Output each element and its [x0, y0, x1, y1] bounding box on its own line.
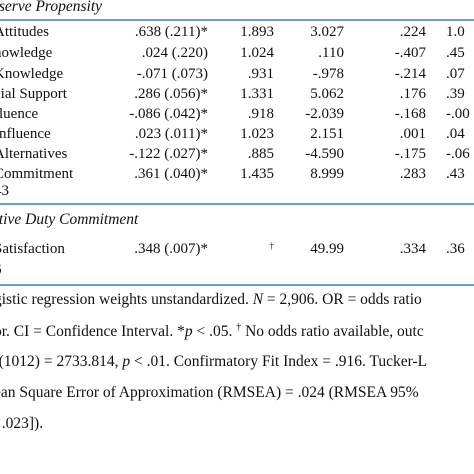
dagger-mark: †	[269, 241, 275, 251]
section-title-active-duty-commitment: ctive Duty Commitment	[0, 211, 139, 228]
row-odds-ratio: .885	[247, 146, 274, 162]
row-value-3: 2.151	[310, 126, 344, 142]
row-label: cial Support	[0, 86, 67, 102]
row-label: nowledge	[0, 45, 53, 61]
row-value-4: .334	[399, 241, 426, 257]
table-row: nowledge .024 (.220) 1.024 .110 -.407 .4…	[0, 45, 474, 65]
note-text: ²(1012) = 2733.814,	[0, 353, 123, 370]
row-b-se: .361 (.040)*	[134, 166, 208, 182]
row-b-se: .024 (.220)	[141, 45, 208, 61]
row-b-se: -.122 (.027)*	[129, 146, 208, 162]
row-label: Commitment	[0, 166, 74, 182]
note-text: gistic regression weights unstandardized…	[0, 291, 253, 308]
row-odds-ratio: .918	[247, 106, 274, 122]
table-row: cial Support .286 (.056)* 1.331 5.062 .1…	[0, 86, 474, 106]
row-odds-ratio: 1.331	[240, 86, 274, 102]
row-value-3: 49.99	[310, 241, 344, 257]
row-value-3: 8.999	[310, 166, 344, 182]
row-value-5: .39	[446, 86, 465, 102]
note-italic-p: p	[184, 323, 193, 341]
row-value-5: .43	[446, 166, 465, 182]
row-value-3: 3.027	[310, 24, 344, 40]
row-odds-ratio: 1.024	[240, 45, 274, 61]
table-row: Knowledge -.071 (.073) .931 -.978 -.214 …	[0, 66, 474, 86]
row-value-5: .36	[446, 241, 465, 257]
row-value-5: .45	[446, 45, 465, 61]
row-value-3: -4.590	[305, 146, 344, 162]
table-note-line-5: , .023]).	[0, 415, 44, 432]
row-odds-ratio: †	[222, 241, 275, 260]
row-value-4: .224	[399, 24, 426, 40]
row-odds-ratio: 1.893	[240, 24, 274, 40]
table-rule-bottom	[0, 284, 474, 286]
row-value-5: 1.0	[446, 24, 465, 40]
note-italic-p: p	[122, 353, 131, 370]
table-row: Commitment .361 (.040)* 1.435 8.999 .283…	[0, 166, 474, 186]
table-row: Attitudes .638 (.211)* 1.893 3.027 .224 …	[0, 24, 474, 44]
section2-n-line: 6	[0, 262, 2, 279]
table-row: Influence .023 (.011)* 1.023 2.151 .001 …	[0, 126, 474, 146]
row-odds-ratio: .931	[247, 66, 274, 82]
row-b-se: .023 (.011)*	[134, 126, 208, 142]
row-b-se: .348 (.007)*	[134, 241, 208, 257]
note-text: < .05.	[192, 323, 237, 341]
row-value-4: .176	[399, 86, 426, 102]
row-value-5: .04	[446, 126, 465, 142]
note-text: = 2,906. OR = odds ratio	[263, 291, 422, 308]
table-rule-top	[0, 19, 474, 21]
row-value-4: -.168	[394, 106, 426, 122]
row-odds-ratio: 1.435	[240, 166, 274, 182]
table-row: Satisfaction .348 (.007)* † 49.99 .334 .…	[0, 241, 474, 261]
row-value-4: -.214	[394, 66, 426, 82]
note-text: < .01. Confirmatory Fit Index = .916. Tu…	[130, 353, 428, 370]
row-label: Knowledge	[0, 66, 64, 82]
table-row: fluence -.086 (.042)* .918 -2.039 -.168 …	[0, 106, 474, 126]
row-b-se: .638 (.211)*	[134, 24, 208, 40]
table-note-line-3: ²(1012) = 2733.814, p < .01. Confirmator…	[0, 353, 427, 371]
note-text: or. CI = Confidence Interval. *	[0, 323, 185, 341]
row-value-4: -.407	[394, 45, 426, 61]
row-label: Satisfaction	[0, 241, 65, 257]
row-value-3: -2.039	[305, 106, 344, 122]
dagger-mark: †	[236, 322, 242, 333]
table-note-line-1: gistic regression weights unstandardized…	[0, 291, 422, 309]
note-italic-n: N	[252, 291, 264, 308]
row-value-5: .07	[446, 66, 465, 82]
row-value-3: 5.062	[310, 86, 344, 102]
row-b-se: -.071 (.073)	[136, 66, 208, 82]
table-note-line-4: ean Square Error of Approximation (RMSEA…	[0, 384, 419, 401]
row-value-3: -.978	[312, 66, 344, 82]
row-label: Alternatives	[0, 146, 68, 162]
row-value-4: -.175	[394, 146, 426, 162]
section1-n-line: 43	[0, 183, 9, 199]
note-text: No odds ratio available, outc	[241, 323, 424, 341]
row-label: fluence	[0, 106, 39, 122]
table-row: Alternatives -.122 (.027)* .885 -4.590 -…	[0, 146, 474, 166]
table-note-line-2: or. CI = Confidence Interval. *p < .05. …	[0, 322, 424, 341]
row-odds-ratio: 1.023	[240, 126, 274, 142]
row-value-5: -.00	[446, 106, 470, 122]
table-rule-middle	[0, 203, 474, 205]
row-value-5: -.06	[446, 146, 470, 162]
section-title-reserve-propensity: eserve Propensity	[0, 0, 103, 15]
row-value-4: .283	[399, 166, 426, 182]
row-value-4: .001	[399, 126, 426, 142]
row-label: Influence	[0, 126, 51, 142]
row-value-3: .110	[318, 45, 344, 61]
row-label: Attitudes	[0, 24, 49, 40]
row-b-se: -.086 (.042)*	[129, 106, 208, 122]
row-b-se: .286 (.056)*	[134, 86, 208, 102]
